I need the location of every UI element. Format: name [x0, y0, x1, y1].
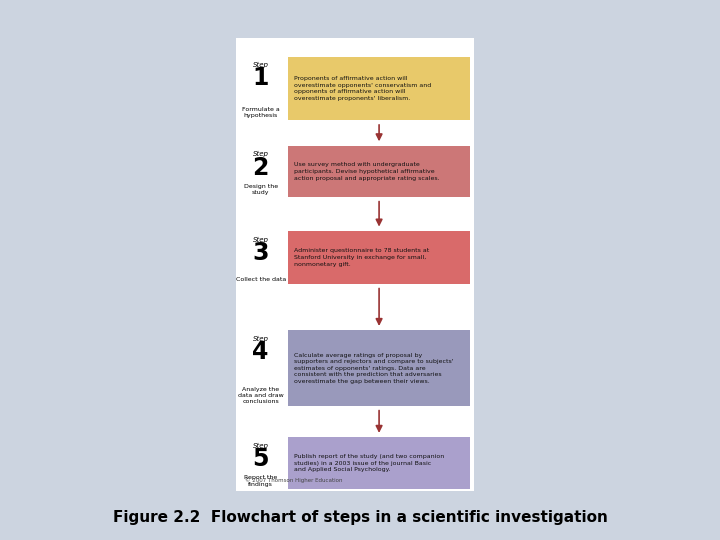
- Text: Administer questionnaire to 78 students at
Stanford University in exchange for s: Administer questionnaire to 78 students …: [294, 248, 429, 267]
- Text: Step: Step: [253, 443, 269, 449]
- Text: 3: 3: [253, 241, 269, 265]
- Text: 1: 1: [253, 66, 269, 90]
- Text: 5: 5: [253, 447, 269, 471]
- Text: Step: Step: [253, 62, 269, 68]
- Text: Design the
study: Design the study: [243, 184, 278, 195]
- Text: Use survey method with undergraduate
participants. Devise hypothetical affirmati: Use survey method with undergraduate par…: [294, 163, 439, 180]
- Text: Collect the data: Collect the data: [235, 277, 286, 282]
- Bar: [288, 437, 470, 489]
- Text: Figure 2.2  Flowchart of steps in a scientific investigation: Figure 2.2 Flowchart of steps in a scien…: [112, 510, 608, 525]
- Text: Analyze the
data and draw
conclusions: Analyze the data and draw conclusions: [238, 387, 284, 404]
- Text: Step: Step: [253, 336, 269, 342]
- Bar: [288, 231, 470, 284]
- Text: Step: Step: [253, 151, 269, 157]
- Text: 4: 4: [253, 340, 269, 364]
- Text: Formulate a
hypothesis: Formulate a hypothesis: [242, 107, 279, 118]
- Text: Step: Step: [253, 237, 269, 242]
- Bar: [288, 330, 470, 406]
- Text: © 2007 Thomson Higher Education: © 2007 Thomson Higher Education: [245, 478, 342, 483]
- Text: 2: 2: [253, 156, 269, 179]
- Text: Publish report of the study (and two companion
studies) in a 2003 issue of the j: Publish report of the study (and two com…: [294, 454, 444, 472]
- Bar: [236, 38, 474, 491]
- Text: Calculate average ratings of proposal by
supporters and rejectors and compare to: Calculate average ratings of proposal by…: [294, 353, 454, 384]
- Bar: [288, 57, 470, 120]
- Text: Proponents of affirmative action will
overestimate opponents' conservatism and
o: Proponents of affirmative action will ov…: [294, 76, 431, 101]
- Text: Report the
findings: Report the findings: [244, 475, 277, 487]
- Bar: [288, 146, 470, 197]
